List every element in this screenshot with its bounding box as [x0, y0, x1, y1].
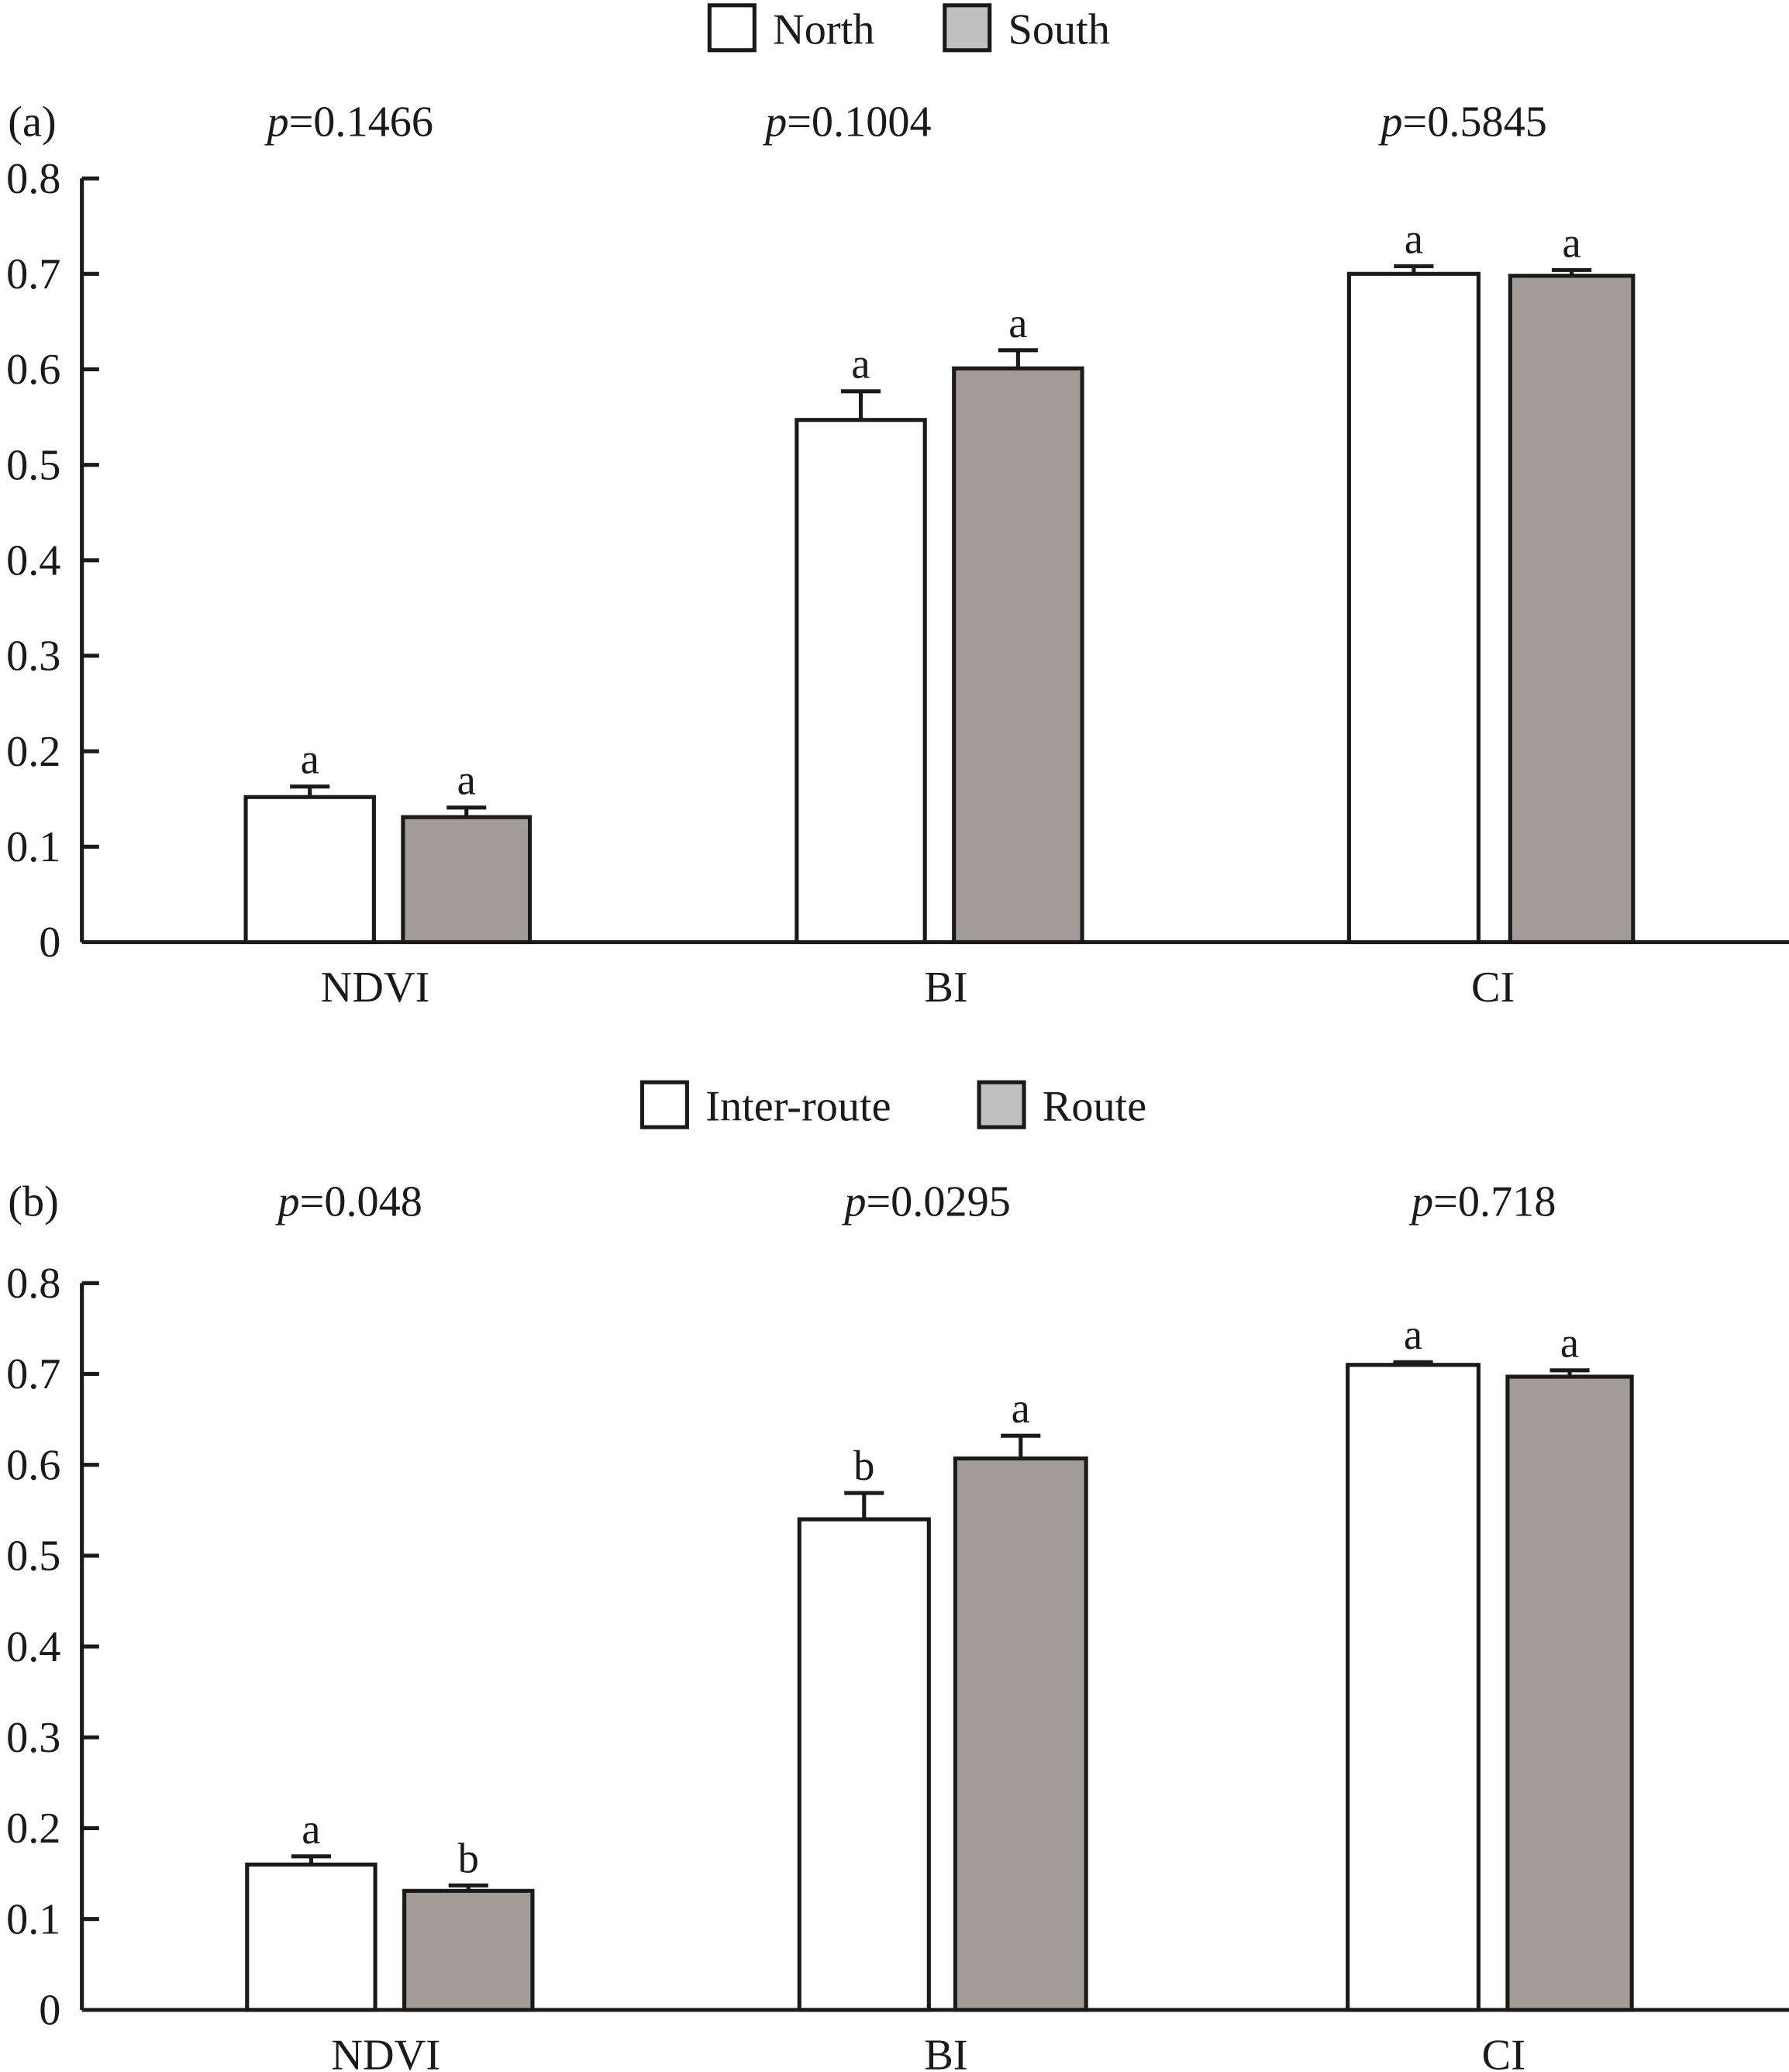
- p-value-bi: p=0.0295: [841, 1177, 1011, 1226]
- y-tick-label: 0.7: [6, 250, 60, 298]
- x-category-label-bi: BI: [924, 964, 967, 1012]
- y-tick-label: 0.4: [6, 537, 60, 585]
- y-tick-label: 0.8: [6, 155, 60, 203]
- significance-letter: a: [302, 1805, 320, 1853]
- legend-label-0: North: [773, 5, 874, 53]
- x-category-label-ndvi: NDVI: [321, 964, 430, 1012]
- bar-inter-route-ndvi: [245, 1862, 377, 2012]
- p-value-text: =0.718: [1433, 1177, 1556, 1226]
- bar-north-bi: [795, 418, 927, 945]
- bar-route-ndvi: [402, 1888, 535, 2012]
- p-value-text: =0.5845: [1403, 98, 1547, 147]
- bar-inter-route-ci: [1346, 1363, 1480, 2012]
- y-tick-label: 0.2: [6, 728, 60, 776]
- panel-a: North South(a) p=0.1466 p=0.1004 p=0.584500.…: [6, 3, 1789, 1012]
- p-value-text: =0.1004: [787, 98, 931, 147]
- p-symbol: p: [264, 98, 288, 147]
- p-symbol: p: [841, 1177, 866, 1226]
- y-tick-label: 0.8: [6, 1260, 60, 1308]
- y-tick-label: 0: [39, 919, 60, 967]
- p-value-ci: p=0.718: [1408, 1177, 1556, 1226]
- y-tick-label: 0.1: [6, 823, 60, 871]
- y-tick-label: 0.3: [6, 633, 60, 681]
- significance-letter: a: [1012, 1384, 1030, 1432]
- x-category-label-ci: CI: [1482, 2032, 1525, 2072]
- significance-letter: a: [1404, 1311, 1422, 1358]
- p-symbol: p: [1408, 1177, 1433, 1226]
- bar-route-ci: [1505, 1374, 1634, 2012]
- y-tick-label: 0.3: [6, 1714, 60, 1762]
- legend-swatch-1: [977, 1080, 1026, 1129]
- p-value-ndvi: p=0.1466: [264, 98, 433, 147]
- significance-letter: a: [1008, 299, 1027, 346]
- p-symbol: p: [1377, 98, 1402, 147]
- x-category-label-ci: CI: [1471, 964, 1515, 1012]
- significance-letter: a: [457, 757, 476, 804]
- y-tick-label: 0.6: [6, 346, 60, 394]
- legend-swatch-0: [639, 1080, 689, 1129]
- p-value-ci: p=0.5845: [1377, 98, 1547, 147]
- bar-north-ndvi: [243, 795, 376, 945]
- bar-route-bi: [953, 1456, 1088, 2012]
- significance-letter: a: [1560, 1319, 1579, 1367]
- significance-letter: b: [853, 1442, 874, 1489]
- legend-swatch-1: [943, 3, 992, 53]
- p-value-text: =0.048: [300, 1177, 422, 1226]
- p-value-text: =0.0295: [866, 1177, 1010, 1226]
- legend-label-0: Inter-route: [705, 1083, 891, 1131]
- y-tick-label: 0.5: [6, 441, 60, 489]
- bar-south-ndvi: [401, 815, 533, 945]
- legend-label-1: South: [1008, 5, 1110, 53]
- legend-swatch-0: [707, 3, 757, 53]
- y-tick-label: 0.7: [6, 1350, 60, 1398]
- significance-letter: a: [1562, 219, 1580, 266]
- y-tick-label: 0: [39, 1987, 60, 2035]
- significance-letter: a: [851, 340, 870, 388]
- p-value-text: =0.1466: [289, 98, 433, 147]
- significance-letter: a: [1405, 215, 1423, 262]
- bar-south-bi: [952, 366, 1084, 945]
- y-tick-label: 0.5: [6, 1532, 60, 1581]
- bar-inter-route-bi: [797, 1517, 931, 2012]
- legend-label-1: Route: [1043, 1083, 1146, 1131]
- x-category-label-ndvi: NDVI: [331, 2032, 440, 2072]
- bar-north-ci: [1346, 271, 1480, 945]
- x-category-label-bi: BI: [924, 2032, 967, 2072]
- panel-label: (a): [8, 98, 56, 147]
- p-symbol: p: [762, 98, 787, 147]
- y-tick-label: 0.4: [6, 1623, 60, 1671]
- p-symbol: p: [275, 1177, 300, 1226]
- y-tick-label: 0.6: [6, 1441, 60, 1489]
- panel-b: Inter-route Route(b) p=0.048 p=0.0295 p=0.71…: [6, 1080, 1789, 2072]
- significance-letter: a: [301, 736, 319, 783]
- bar-south-ci: [1508, 274, 1636, 945]
- p-value-bi: p=0.1004: [762, 98, 932, 147]
- significance-letter: b: [458, 1834, 479, 1881]
- p-value-ndvi: p=0.048: [275, 1177, 422, 1226]
- y-tick-label: 0.1: [6, 1895, 60, 1943]
- panel-label: (b): [8, 1177, 59, 1226]
- y-tick-label: 0.2: [6, 1805, 60, 1853]
